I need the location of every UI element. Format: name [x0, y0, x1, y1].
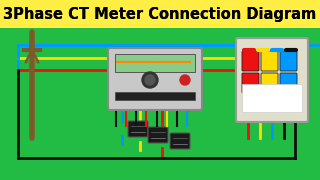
FancyBboxPatch shape [261, 51, 278, 71]
Bar [115, 54, 195, 72]
Bar [0, 0, 320, 28]
FancyBboxPatch shape [242, 73, 259, 93]
FancyBboxPatch shape [108, 48, 202, 110]
FancyBboxPatch shape [280, 73, 297, 93]
FancyBboxPatch shape [261, 73, 278, 93]
Text: 3Phase CT Meter Connection Diagram: 3Phase CT Meter Connection Diagram [4, 6, 316, 21]
FancyBboxPatch shape [148, 127, 168, 143]
FancyBboxPatch shape [236, 38, 308, 122]
FancyBboxPatch shape [242, 51, 259, 71]
FancyBboxPatch shape [280, 51, 297, 71]
Bar [0, 0, 320, 28]
FancyBboxPatch shape [128, 121, 148, 137]
Text: 3Phase CT Meter Connection Diagram: 3Phase CT Meter Connection Diagram [4, 6, 316, 21]
Bar [115, 92, 195, 100]
Circle shape [142, 72, 158, 88]
FancyBboxPatch shape [170, 133, 190, 149]
Circle shape [180, 75, 190, 85]
Circle shape [145, 75, 155, 85]
Bar [242, 84, 302, 112]
